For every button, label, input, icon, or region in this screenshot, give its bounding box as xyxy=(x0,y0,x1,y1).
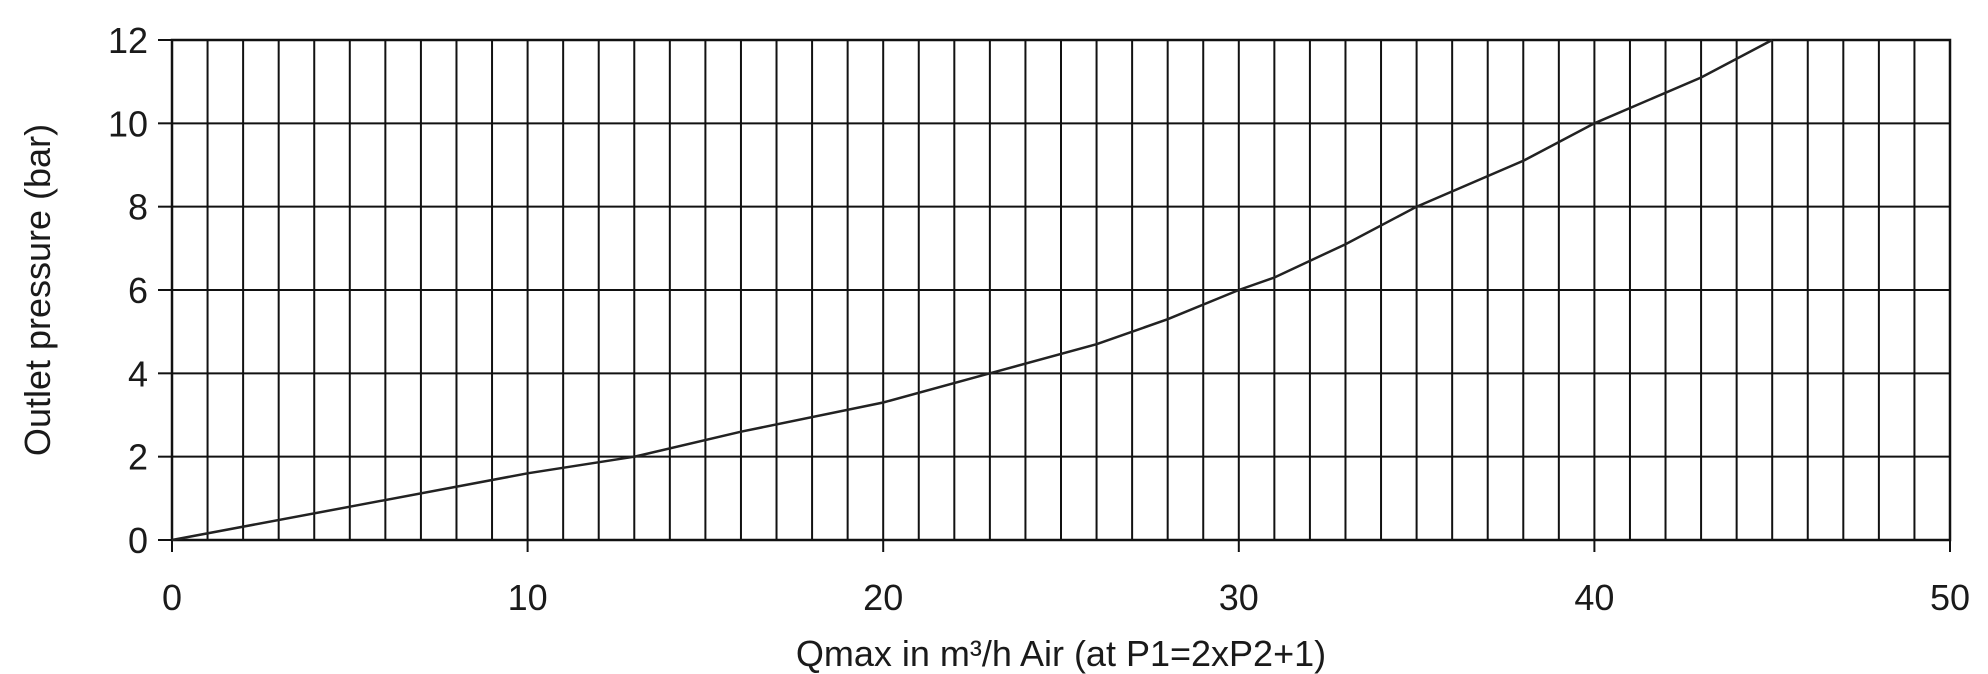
x-tick-label: 20 xyxy=(863,577,903,618)
y-axis-title: Outlet pressure (bar) xyxy=(17,124,58,456)
y-tick-label: 10 xyxy=(108,103,148,144)
series-line xyxy=(171,38,1773,542)
tick-labels: 0 2 4 6 8 10 12 0 10 20 30 40 50 xyxy=(108,20,1970,618)
x-tick-label: 30 xyxy=(1219,577,1259,618)
axis-ticks xyxy=(158,39,1951,552)
x-axis-title: Qmax in m³/h Air (at P1=2xP2+1) xyxy=(796,633,1326,674)
y-tick-label: 2 xyxy=(128,437,148,478)
y-tick-label: 0 xyxy=(128,520,148,561)
grid xyxy=(172,40,1950,540)
x-tick-label: 0 xyxy=(162,577,182,618)
y-tick-label: 8 xyxy=(128,187,148,228)
y-tick-label: 12 xyxy=(108,20,148,61)
x-tick-label: 40 xyxy=(1574,577,1614,618)
x-tick-label: 10 xyxy=(508,577,548,618)
y-tick-label: 6 xyxy=(128,270,148,311)
x-tick-label: 50 xyxy=(1930,577,1970,618)
y-tick-label: 4 xyxy=(128,353,148,394)
series-layer xyxy=(171,38,1773,542)
